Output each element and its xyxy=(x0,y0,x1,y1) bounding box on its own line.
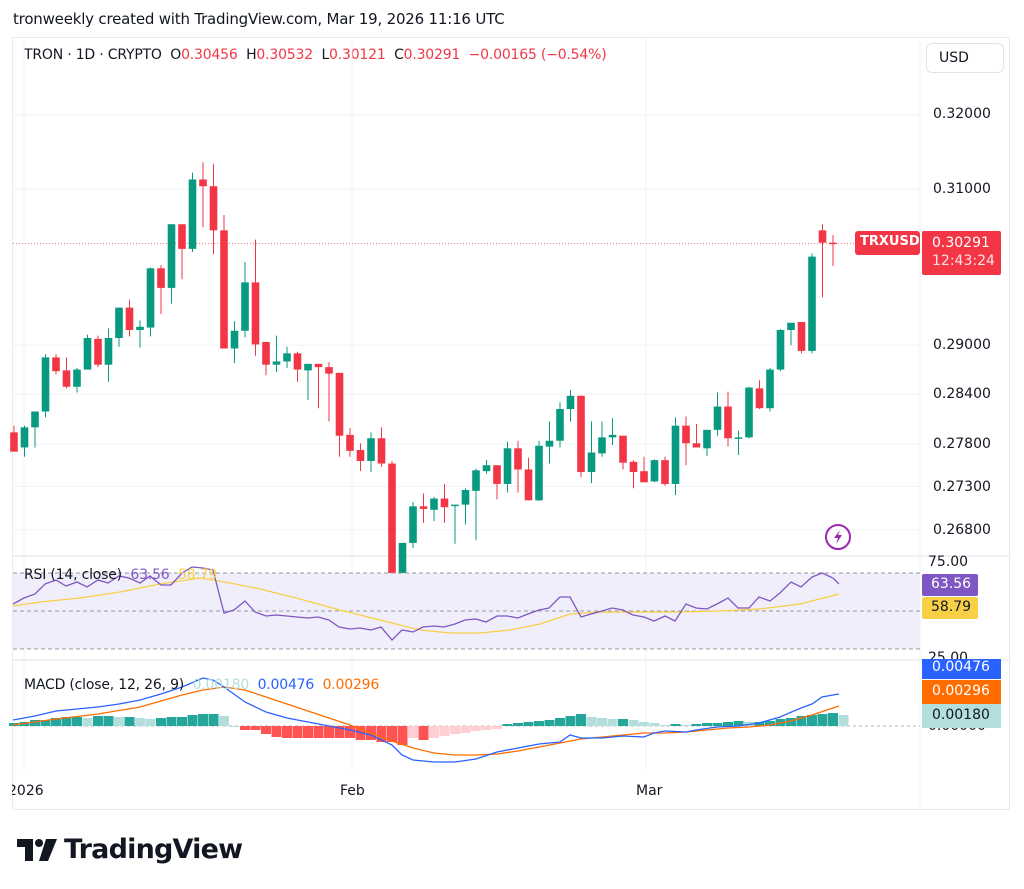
time-label-2026: 2026 xyxy=(8,783,44,799)
rsi-ma-tag: 58.79 xyxy=(922,597,978,619)
low-value: 0.30121 xyxy=(329,47,386,63)
rsi-upper-level: 75.00 xyxy=(928,554,969,570)
price-tick: 0.31000 xyxy=(933,181,991,197)
time-label: 2026 xyxy=(12,783,44,799)
price-tick: 0.26800 xyxy=(933,522,991,538)
open-label: O xyxy=(170,47,182,63)
macd-signal-tag: 0.00296 xyxy=(922,680,1001,704)
macd-line-value: 0.00476 xyxy=(257,677,315,693)
last-price: 0.30291 xyxy=(932,235,990,251)
close-label: C xyxy=(394,47,404,63)
symbol-info: TRON · 1D · CRYPTO xyxy=(24,47,162,63)
rsi-title: RSI (14, close) xyxy=(24,567,122,583)
macd-signal-value: 0.00296 xyxy=(322,677,380,693)
price-tick: 0.32000 xyxy=(933,106,991,122)
open-value: 0.30456 xyxy=(181,47,238,63)
high-label: H xyxy=(246,47,257,63)
price-tick: 0.27800 xyxy=(933,436,991,452)
rsi-legend: RSI (14, close) 63.56 58.79 xyxy=(24,567,217,583)
price-tick: 0.27300 xyxy=(933,479,991,495)
price-tick: 0.29000 xyxy=(933,337,991,353)
macd-histogram-value: 0.00180 xyxy=(192,677,250,693)
macd-legend: MACD (close, 12, 26, 9) 0.00180 0.00476 … xyxy=(24,677,379,693)
macd-histogram-tag: 0.00180 xyxy=(922,704,1001,728)
chart-frame xyxy=(12,37,1010,810)
change-value: −0.00165 (−0.54%) xyxy=(468,47,607,63)
rsi-value: 63.56 xyxy=(130,567,170,583)
macd-title: MACD (close, 12, 26, 9) xyxy=(24,677,185,693)
rsi-ma-value: 58.79 xyxy=(178,567,218,583)
price-tick: 0.28400 xyxy=(933,386,991,402)
close-value: 0.30291 xyxy=(403,47,461,63)
currency-button[interactable]: USD xyxy=(926,43,1004,73)
symbol-tag: TRXUSD xyxy=(855,231,920,255)
high-value: 0.30532 xyxy=(256,47,313,63)
flash-icon[interactable] xyxy=(824,523,852,551)
tradingview-logo-icon xyxy=(17,838,57,861)
time-label-feb: Feb xyxy=(340,783,365,799)
logo-text: TradingView xyxy=(64,834,243,865)
tradingview-logo: TradingView xyxy=(17,834,243,865)
bar-countdown: 12:43:24 xyxy=(932,253,995,269)
macd-line-tag: 0.00476 xyxy=(922,659,1001,679)
last-price-tag: 0.30291 12:43:24 xyxy=(922,231,1001,275)
low-label: L xyxy=(321,47,330,63)
time-label-mar: Mar xyxy=(636,783,663,799)
chart-caption: tronweekly created with TradingView.com,… xyxy=(13,10,505,28)
rsi-value-tag: 63.56 xyxy=(922,574,978,596)
symbol-legend: TRON · 1D · CRYPTO O0.30456 H0.30532 L0.… xyxy=(24,47,607,63)
